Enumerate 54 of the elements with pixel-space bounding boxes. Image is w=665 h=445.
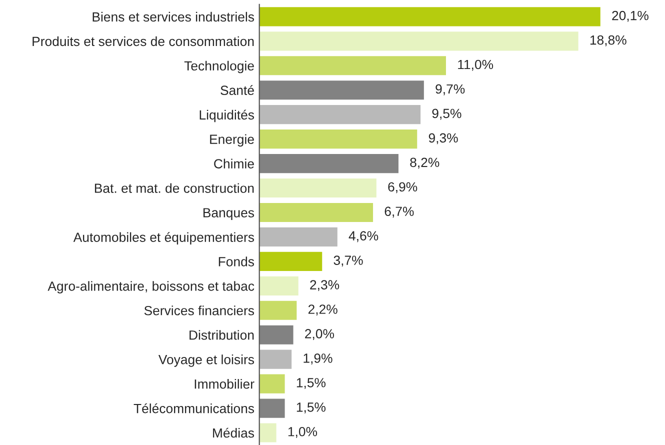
y-tick-label: Voyage et loisirs xyxy=(158,354,254,367)
data-label: 9,7% xyxy=(436,84,465,96)
bar xyxy=(259,374,285,394)
y-tick-label: Services financiers xyxy=(144,306,254,316)
bar xyxy=(259,423,276,442)
data-label: 11,0% xyxy=(458,60,494,71)
bar xyxy=(259,227,338,247)
data-label: 20,1% xyxy=(612,10,648,22)
y-tick-label: Fonds xyxy=(218,256,254,266)
data-label: 18,8% xyxy=(590,35,626,46)
bar xyxy=(259,350,292,369)
data-label: 1,0% xyxy=(288,426,318,438)
bar xyxy=(259,398,285,418)
data-label: 3,7% xyxy=(334,256,363,267)
data-label: 2,2% xyxy=(308,304,338,316)
y-tick-label: Liquidités xyxy=(200,110,254,122)
bar xyxy=(259,178,376,198)
data-label: 9,5% xyxy=(432,108,462,120)
data-label: 2,0% xyxy=(305,329,334,340)
y-tick-label: Télécommunications xyxy=(134,403,254,414)
data-label: 1,5% xyxy=(296,378,326,389)
y-tick-label: Agro-alimentaire, boissons et tabac xyxy=(48,281,254,294)
data-label: 6,7% xyxy=(384,206,414,218)
data-label: 9,3% xyxy=(428,133,458,144)
y-tick-label: Santé xyxy=(220,85,254,96)
y-tick-label: Produits et services de consommation xyxy=(32,36,254,46)
bar xyxy=(259,276,298,296)
y-tick-label: Energie xyxy=(210,134,254,147)
bar xyxy=(259,202,374,222)
bar xyxy=(259,80,424,100)
bar xyxy=(259,32,578,51)
y-tick-label: Automobiles et équipementiers xyxy=(73,232,254,245)
y-tick-label: Bat. et mat. de construction xyxy=(94,183,254,193)
bar xyxy=(259,154,398,174)
data-label: 1,9% xyxy=(304,354,332,364)
y-tick-label: Médias xyxy=(213,428,254,438)
y-tick-label: Immobilier xyxy=(194,379,254,389)
data-label: 4,6% xyxy=(348,231,378,242)
bar xyxy=(259,252,322,271)
bar xyxy=(259,325,294,344)
data-label: 8,2% xyxy=(410,158,440,169)
bar xyxy=(259,7,600,26)
y-tick-label: Banques xyxy=(203,208,254,220)
y-tick-label: Biens et services industriels xyxy=(92,12,254,22)
y-tick-label: Distribution xyxy=(190,330,254,340)
data-label: 1,5% xyxy=(296,402,326,414)
bar xyxy=(259,105,421,124)
bar xyxy=(259,56,446,76)
bar xyxy=(259,300,297,320)
data-label: 6,9% xyxy=(388,182,418,194)
data-label: 2,3% xyxy=(310,280,340,292)
y-tick-label: Chimie xyxy=(214,158,254,168)
y-tick-label: Technologie xyxy=(184,60,254,74)
bar xyxy=(259,130,418,149)
